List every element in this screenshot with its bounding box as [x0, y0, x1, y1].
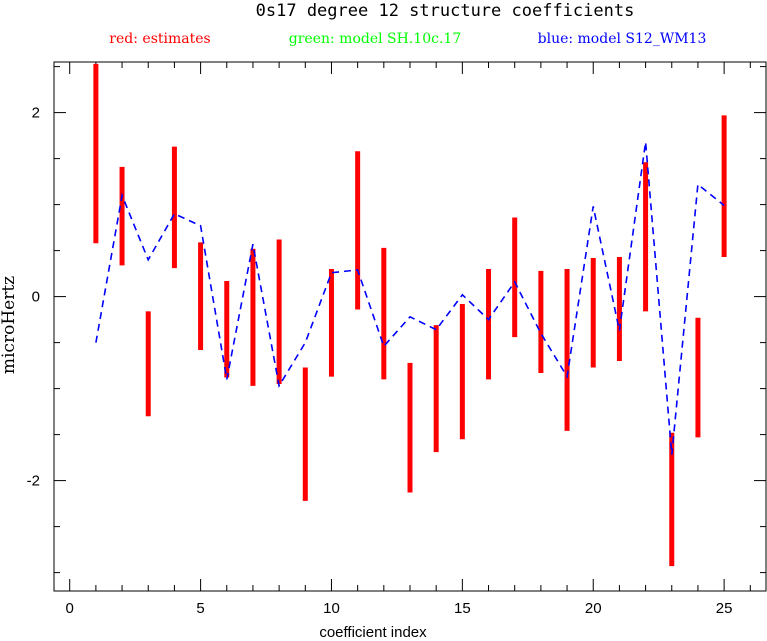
- plot-frame: [53, 61, 767, 592]
- chart-title: 0s17 degree 12 structure coefficients: [256, 1, 635, 21]
- y-tick-label: 2: [32, 105, 40, 122]
- y-tick-label: 0: [32, 289, 40, 306]
- x-tick-label: 25: [716, 600, 733, 617]
- y-tick-label: -2: [27, 473, 40, 490]
- x-tick-label: 0: [66, 600, 74, 617]
- data-marks: [93, 63, 727, 567]
- legend-model-s12: blue: model S12_WM13: [538, 31, 707, 47]
- x-axis-label: coefficient index: [319, 624, 427, 641]
- x-tick-label: 5: [196, 600, 204, 617]
- x-tick-label: 10: [323, 600, 340, 617]
- legend-estimates: red: estimates: [109, 31, 210, 47]
- axis-ticks: [54, 62, 766, 591]
- legend-model-sh: green: model SH.10c.17: [289, 31, 461, 47]
- y-axis-label: microHertz: [0, 276, 19, 374]
- x-tick-label: 20: [585, 600, 602, 617]
- x-tick-label: 15: [454, 600, 471, 617]
- tick-labels: 0 5 10 15 20 25 -2 0 2: [27, 105, 733, 617]
- model-line: [95, 141, 725, 455]
